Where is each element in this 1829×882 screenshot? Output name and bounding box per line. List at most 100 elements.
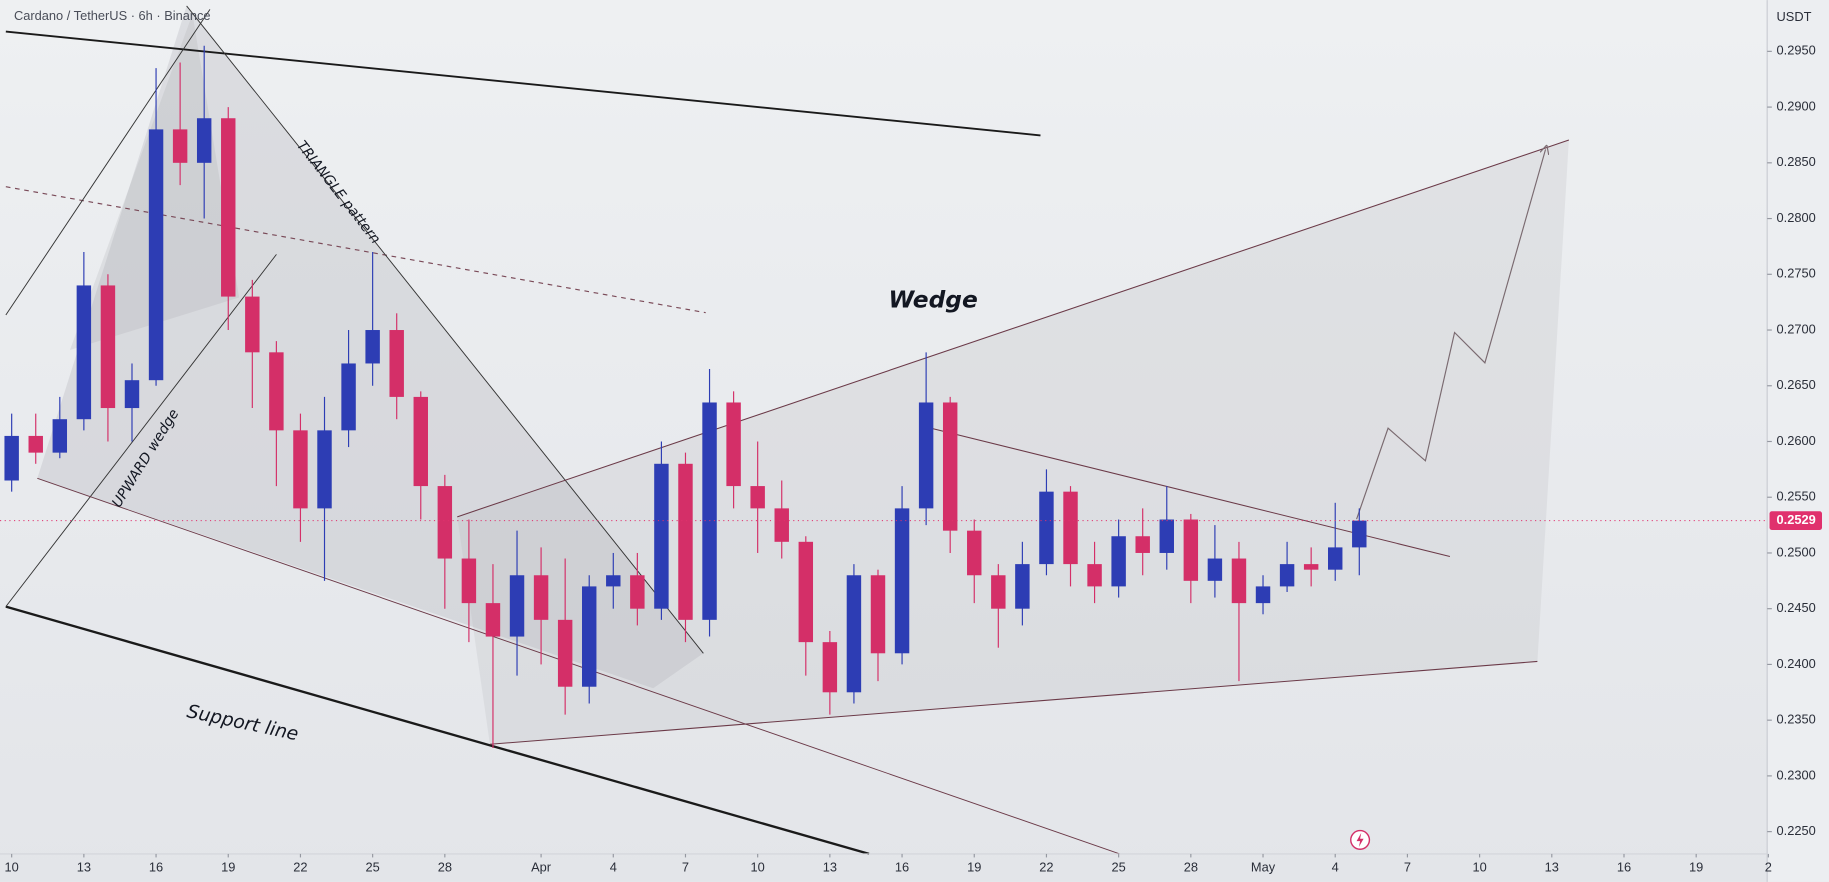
candle-body xyxy=(726,402,741,487)
candle-body xyxy=(1352,520,1367,548)
candle-body xyxy=(967,530,982,576)
candle-body xyxy=(942,402,958,531)
candle-body xyxy=(557,619,573,687)
candle-body xyxy=(245,296,260,353)
y-tick-label: 0.2600 xyxy=(1777,433,1816,448)
candle-body xyxy=(1135,536,1150,553)
candle-body xyxy=(870,575,886,654)
resistance-line xyxy=(5,30,1041,137)
candle-body xyxy=(1183,519,1199,581)
candle-body xyxy=(4,435,19,481)
candle-body xyxy=(702,402,717,620)
x-tick-label: Apr xyxy=(531,859,552,874)
candle-body xyxy=(413,396,428,487)
candle-body xyxy=(28,435,43,453)
candle-body xyxy=(221,118,236,297)
x-tick-label: 10 xyxy=(5,859,19,874)
wedge-line xyxy=(5,9,211,316)
candle-body xyxy=(1087,564,1102,587)
candle-body xyxy=(894,508,910,654)
x-tick-label: 13 xyxy=(1545,859,1559,874)
y-tick-label: 0.2800 xyxy=(1777,210,1816,225)
candle-body xyxy=(1328,547,1343,570)
x-tick-label: 25 xyxy=(365,859,379,874)
candle-body xyxy=(846,575,862,693)
candle-body xyxy=(822,642,838,693)
x-tick-label: 7 xyxy=(1404,859,1411,874)
x-tick-label: 10 xyxy=(751,859,765,874)
last-price-label: 0.2529 xyxy=(1777,512,1816,527)
candle-body xyxy=(196,118,212,163)
x-tick-label: 10 xyxy=(1472,859,1486,874)
candle-body xyxy=(52,419,68,453)
candle-body xyxy=(389,330,404,397)
price-scale xyxy=(1767,0,1829,882)
candle-body xyxy=(76,285,92,420)
wedge-shade xyxy=(457,140,1569,745)
candle-body xyxy=(630,575,645,609)
header-title: Cardano / TetherUS · 6h · Binance xyxy=(14,8,211,23)
y-tick-label: 0.2400 xyxy=(1777,656,1816,671)
x-tick-label: 13 xyxy=(77,859,91,874)
candle-body xyxy=(509,575,525,637)
candle-body xyxy=(533,575,549,620)
candle-body xyxy=(1039,491,1054,565)
candle-body xyxy=(437,486,453,559)
candle-body xyxy=(341,363,356,431)
x-tick-label: 13 xyxy=(823,859,837,874)
candle-body xyxy=(918,402,934,509)
y-tick-label: 0.2500 xyxy=(1777,544,1816,559)
candle-body xyxy=(317,430,332,509)
candle-body xyxy=(124,380,140,409)
y-tick-label: 0.2550 xyxy=(1777,489,1816,504)
y-tick-label: 0.2350 xyxy=(1777,712,1816,727)
candle-body xyxy=(1111,536,1126,587)
candle-body xyxy=(148,129,164,381)
x-tick-label: 28 xyxy=(438,859,452,874)
x-tick-label: 19 xyxy=(221,859,235,874)
candle-body xyxy=(750,486,765,509)
candle-body xyxy=(293,430,308,509)
projection-arrow xyxy=(1356,149,1546,520)
wedge-lower xyxy=(489,660,1538,745)
candle-body xyxy=(1207,558,1223,581)
candle-body xyxy=(100,285,116,409)
x-tick-label: 19 xyxy=(967,859,981,874)
x-tick-label: 4 xyxy=(1332,859,1339,874)
y-tick-label: 0.2750 xyxy=(1777,266,1816,281)
candle-body xyxy=(172,129,188,163)
candles xyxy=(4,45,1367,749)
candle-body xyxy=(991,575,1006,609)
x-tick-label: 22 xyxy=(293,859,307,874)
triangle-line xyxy=(186,5,704,654)
x-tick-label: 25 xyxy=(1111,859,1125,874)
y-tick-label: 0.2950 xyxy=(1777,43,1816,58)
x-tick-label: May xyxy=(1251,859,1276,874)
candle-body xyxy=(678,463,693,620)
x-tick-label: 7 xyxy=(682,859,689,874)
candle-body xyxy=(654,463,669,609)
wedge-line xyxy=(5,254,277,607)
x-tick-label: 4 xyxy=(610,859,617,874)
candle-body xyxy=(1231,558,1247,604)
candle-body xyxy=(774,508,789,542)
candle-body xyxy=(606,575,621,587)
candle-body xyxy=(1303,564,1319,570)
x-tick-label: 16 xyxy=(149,859,163,874)
y-tick-label: 0.2900 xyxy=(1777,98,1816,113)
x-tick-label: 2 xyxy=(1765,859,1772,874)
x-tick-label: 28 xyxy=(1184,859,1198,874)
candle-body xyxy=(1015,564,1030,609)
candle-body xyxy=(485,603,501,637)
y-tick-label: 0.2450 xyxy=(1777,600,1816,615)
y-tick-label: 0.2850 xyxy=(1777,154,1816,169)
y-tick-label: 0.2250 xyxy=(1777,823,1816,838)
x-tick-label: 19 xyxy=(1689,859,1703,874)
candle-body xyxy=(365,330,380,364)
candle-body xyxy=(798,541,814,643)
candle-body xyxy=(269,352,284,431)
candle-body xyxy=(461,558,477,604)
candle-body xyxy=(1279,564,1295,587)
candle-body xyxy=(1063,491,1078,565)
